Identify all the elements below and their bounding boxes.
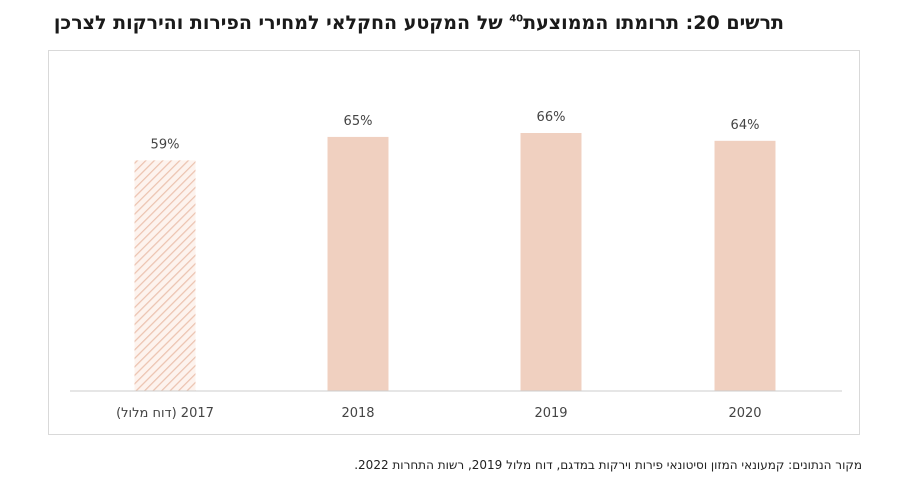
value-label-3: 66% [537, 110, 566, 125]
chart-title-main: תרשים 20: תרומתו הממוצעת [523, 12, 784, 34]
title-footnote: 40 [509, 13, 524, 25]
value-label-1: 59% [151, 137, 180, 152]
chart-frame [48, 50, 860, 435]
chart-title-rest: של המקטע החקלאי למחירי הפירות והירקות לצ… [53, 12, 510, 34]
category-label-1: 2017 (דוח מלול) [116, 406, 214, 421]
bar-4 [714, 140, 776, 391]
category-label-4: 2020 [728, 406, 761, 421]
bar-3 [520, 133, 582, 391]
category-label-2: 2018 [341, 406, 374, 421]
value-label-2: 65% [344, 114, 373, 129]
data-source-note: מקור הנתונים: קמעונאי המזון וסיטונאי פיר… [354, 458, 862, 472]
category-label-3: 2019 [534, 406, 567, 421]
bar-2 [327, 136, 389, 391]
chart-title: תרשים 20: תרומתו הממוצעת40 של המקטע החקל… [0, 12, 784, 34]
value-label-4: 64% [731, 118, 760, 133]
bar-1 [134, 160, 196, 391]
